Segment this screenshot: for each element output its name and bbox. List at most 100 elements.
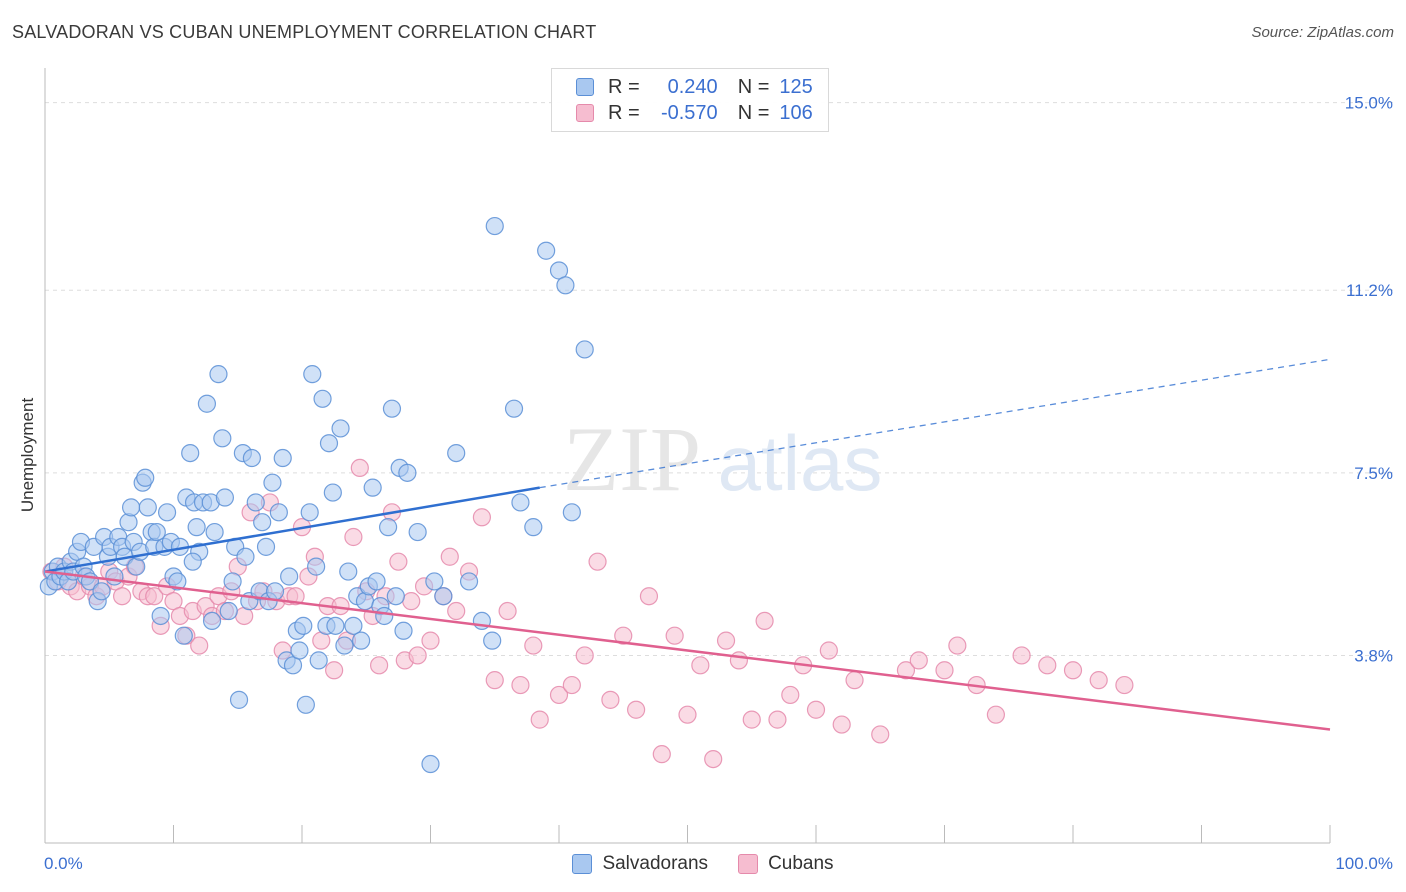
salvadorans-trend-line bbox=[44, 486, 540, 573]
cuban-point bbox=[562, 675, 581, 695]
salvadoran-point bbox=[537, 241, 556, 260]
salvadoran-point bbox=[138, 498, 157, 517]
cuban-point bbox=[112, 587, 132, 606]
salvadoran-point bbox=[562, 503, 581, 522]
salvadoran-point bbox=[174, 626, 193, 645]
cuban-point bbox=[896, 661, 916, 680]
cuban-point bbox=[389, 552, 408, 571]
swatch-salvadorans bbox=[572, 854, 593, 874]
cuban-point bbox=[1038, 656, 1057, 675]
watermark-atlas: atlas bbox=[718, 419, 883, 507]
legend-n-value: 106 bbox=[779, 101, 813, 124]
cuban-point bbox=[716, 631, 736, 650]
cuban-point bbox=[678, 705, 697, 724]
salvadoran-point bbox=[524, 518, 543, 537]
salvadoran-point bbox=[168, 572, 187, 591]
salvadoran-point bbox=[280, 567, 299, 586]
legend-item-salvadorans[interactable]: Salvadorans bbox=[572, 853, 708, 875]
salvadoran-point bbox=[205, 522, 224, 542]
cuban-point bbox=[440, 547, 459, 566]
cuban-point bbox=[350, 458, 369, 478]
salvadoran-point bbox=[213, 429, 232, 448]
salvadoran-point bbox=[92, 582, 111, 601]
cuban-point bbox=[344, 527, 363, 547]
salvadoran-point bbox=[483, 631, 502, 650]
salvadoran-point bbox=[556, 276, 575, 295]
salvadoran-point bbox=[183, 552, 202, 571]
legend-swatch-blue bbox=[576, 78, 594, 96]
cuban-point bbox=[472, 508, 491, 527]
legend-r-label: R = bbox=[608, 75, 640, 98]
salvadoran-point bbox=[323, 483, 342, 502]
cuban-point bbox=[652, 745, 671, 764]
legend-r-value: -0.570 bbox=[660, 101, 718, 124]
salvadoran-point bbox=[294, 616, 313, 635]
salvadoran-point bbox=[485, 216, 504, 236]
legend-r-label: R = bbox=[608, 101, 640, 124]
salvadoran-point bbox=[290, 641, 309, 660]
cuban-point bbox=[511, 675, 530, 695]
legend-item-cubans[interactable]: Cubans bbox=[738, 853, 834, 875]
cuban-point bbox=[524, 636, 543, 655]
salvadoran-point bbox=[300, 503, 319, 522]
salvadoran-point bbox=[253, 513, 272, 532]
watermark-zip: ZIP bbox=[563, 408, 701, 510]
salvadoran-point bbox=[269, 503, 288, 522]
cuban-point bbox=[781, 685, 800, 705]
salvadoran-point bbox=[434, 587, 453, 606]
x-tick-label-start: 0.0% bbox=[44, 854, 83, 873]
salvadoran-point bbox=[447, 443, 466, 463]
source-label: Source: ZipAtlas.com bbox=[1251, 24, 1394, 41]
cuban-point bbox=[498, 601, 517, 621]
salvadoran-point bbox=[335, 636, 354, 655]
salvadoran-point bbox=[352, 631, 371, 650]
salvadoran-point bbox=[127, 557, 146, 576]
y-tick-label: 3.8% bbox=[1354, 646, 1393, 665]
cuban-point bbox=[742, 710, 761, 729]
salvadoran-point bbox=[331, 419, 350, 438]
salvadoran-point bbox=[219, 601, 238, 621]
cuban-point bbox=[408, 646, 427, 665]
salvadoran-point bbox=[157, 503, 177, 522]
salvadoran-point bbox=[121, 498, 141, 517]
salvadoran-point bbox=[202, 611, 222, 631]
cuban-point bbox=[575, 646, 594, 665]
cuban-point bbox=[729, 651, 749, 670]
cuban-point bbox=[588, 552, 607, 571]
cuban-point bbox=[639, 587, 659, 606]
swatch-cubans bbox=[738, 854, 759, 874]
salvadoran-point bbox=[398, 463, 417, 482]
salvadorans-trend-extension bbox=[539, 358, 1331, 489]
cuban-point bbox=[935, 661, 954, 680]
legend-r-value: 0.240 bbox=[667, 75, 718, 98]
gridlines bbox=[45, 102, 1395, 656]
salvadoran-point bbox=[256, 537, 276, 556]
cuban-point bbox=[402, 592, 421, 611]
cuban-point bbox=[909, 651, 928, 670]
salvadoran-point bbox=[382, 399, 402, 418]
cuban-point bbox=[806, 700, 826, 719]
legend-row-salvadorans: R = 0.240 N = 125 bbox=[576, 74, 813, 100]
cuban-point bbox=[871, 725, 890, 744]
salvadoran-point bbox=[119, 513, 138, 532]
cuban-point bbox=[421, 631, 440, 650]
legend-n-value: 125 bbox=[779, 75, 813, 98]
salvadoran-point bbox=[319, 434, 339, 453]
salvadoran-point bbox=[375, 606, 394, 626]
salvadoran-point bbox=[307, 557, 326, 576]
cuban-point bbox=[626, 700, 646, 719]
cuban-point bbox=[370, 656, 389, 675]
correlation-legend: R = 0.240 N = 125 R = -0.570 N = 106 bbox=[551, 68, 829, 132]
cuban-point bbox=[948, 636, 967, 655]
cuban-point bbox=[845, 671, 864, 690]
cuban-point bbox=[485, 671, 504, 690]
cuban-point bbox=[704, 749, 723, 769]
salvadoran-point bbox=[223, 572, 242, 591]
salvadoran-point bbox=[504, 399, 524, 418]
legend-n-label: N = bbox=[737, 101, 770, 124]
cuban-point bbox=[755, 611, 774, 631]
salvadoran-point bbox=[386, 587, 405, 606]
salvadoran-point bbox=[197, 394, 217, 413]
salvadoran-point bbox=[425, 572, 444, 591]
